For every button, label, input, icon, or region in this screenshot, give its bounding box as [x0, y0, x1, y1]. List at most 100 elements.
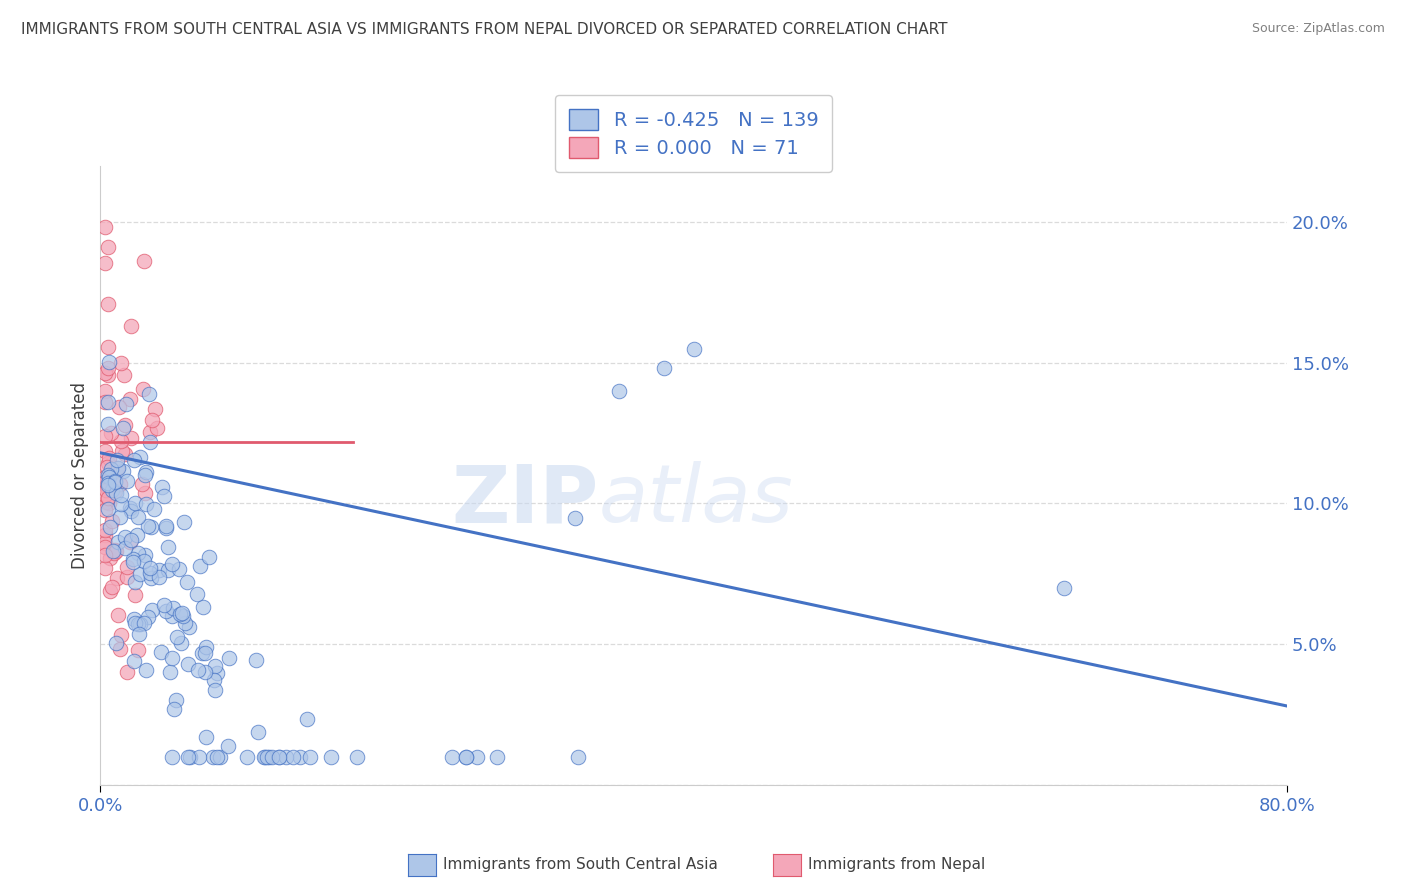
Point — [177, 749, 200, 764]
Point — [467, 749, 489, 764]
Point — [135, 497, 157, 511]
Point — [155, 521, 177, 535]
Point — [204, 673, 226, 687]
Point — [114, 447, 136, 461]
Point — [96, 491, 118, 506]
Point — [101, 543, 124, 558]
Point — [208, 749, 231, 764]
Point — [132, 253, 155, 268]
Text: ZIP: ZIP — [451, 461, 599, 539]
Point — [167, 562, 190, 576]
Point — [269, 749, 291, 764]
Point — [169, 607, 191, 621]
Point — [274, 749, 297, 764]
Text: atlas: atlas — [599, 461, 793, 539]
Point — [440, 749, 463, 764]
Point — [319, 749, 342, 764]
Point — [112, 464, 135, 478]
Point — [127, 546, 149, 560]
Point — [120, 501, 142, 516]
Point — [188, 558, 211, 573]
Point — [97, 477, 120, 491]
Point — [97, 456, 120, 470]
Point — [94, 475, 117, 489]
Point — [346, 749, 368, 764]
Point — [97, 240, 120, 254]
Point — [94, 488, 117, 502]
Point — [112, 420, 135, 434]
Point — [162, 651, 184, 665]
Point — [122, 654, 145, 668]
Point — [124, 612, 146, 626]
Point — [160, 557, 183, 571]
Point — [135, 663, 157, 677]
Text: Immigrants from South Central Asia: Immigrants from South Central Asia — [443, 857, 718, 871]
Point — [191, 599, 214, 614]
Point — [97, 417, 120, 431]
Point — [205, 666, 228, 681]
Point — [195, 640, 218, 654]
Point — [173, 515, 195, 529]
Point — [94, 483, 117, 497]
Point — [94, 495, 117, 509]
Point — [120, 431, 142, 445]
Point — [114, 368, 136, 383]
Y-axis label: Divorced or Separated: Divorced or Separated — [72, 382, 89, 569]
Point — [120, 319, 142, 334]
Point — [202, 749, 225, 764]
Point — [186, 587, 208, 601]
Point — [105, 460, 128, 475]
Point — [94, 548, 117, 562]
Point — [564, 510, 586, 524]
Point — [187, 749, 209, 764]
Point — [110, 356, 132, 370]
Point — [128, 450, 150, 465]
Point — [129, 567, 152, 582]
Point — [246, 725, 269, 739]
Point — [652, 361, 675, 376]
Point — [139, 519, 162, 533]
Point — [138, 386, 160, 401]
Point — [96, 478, 118, 492]
Point — [134, 548, 156, 562]
Point — [110, 628, 132, 642]
Point — [107, 535, 129, 549]
Point — [94, 395, 117, 409]
Point — [160, 749, 183, 764]
Point — [159, 665, 181, 679]
Point — [97, 482, 120, 496]
Point — [269, 749, 291, 764]
Point — [94, 256, 117, 270]
Point — [179, 749, 201, 764]
Point — [97, 355, 120, 369]
Point — [139, 561, 162, 575]
Point — [176, 575, 198, 590]
Point — [155, 604, 177, 618]
Point — [166, 630, 188, 644]
Point — [97, 480, 120, 494]
Point — [217, 739, 239, 753]
Point — [98, 496, 121, 510]
Point — [103, 546, 125, 560]
Point — [160, 608, 183, 623]
Point — [138, 609, 160, 624]
Text: Immigrants from Nepal: Immigrants from Nepal — [808, 857, 986, 871]
Point — [163, 702, 186, 716]
Point — [104, 484, 127, 499]
Point — [454, 749, 477, 764]
Point — [114, 530, 136, 544]
Point — [295, 712, 318, 726]
Point — [97, 297, 120, 311]
Point — [105, 571, 128, 585]
Point — [107, 607, 129, 622]
Point — [253, 749, 276, 764]
Point — [485, 749, 508, 764]
Point — [101, 515, 124, 529]
Point — [110, 642, 132, 657]
Point — [135, 465, 157, 479]
Point — [120, 392, 142, 407]
Point — [256, 749, 278, 764]
Point — [204, 658, 226, 673]
Point — [114, 418, 136, 433]
Point — [172, 609, 194, 624]
